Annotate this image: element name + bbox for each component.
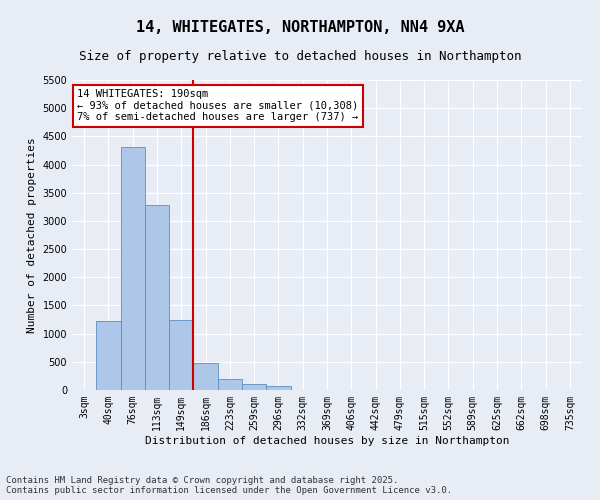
Bar: [121, 146, 145, 390]
Text: Size of property relative to detached houses in Northampton: Size of property relative to detached ho…: [79, 50, 521, 63]
Bar: [242, 384, 266, 390]
Bar: [169, 320, 193, 390]
X-axis label: Distribution of detached houses by size in Northampton: Distribution of detached houses by size …: [145, 436, 509, 446]
Y-axis label: Number of detached properties: Number of detached properties: [27, 137, 37, 333]
Text: 14, WHITEGATES, NORTHAMPTON, NN4 9XA: 14, WHITEGATES, NORTHAMPTON, NN4 9XA: [136, 20, 464, 35]
Text: 14 WHITEGATES: 190sqm
← 93% of detached houses are smaller (10,308)
7% of semi-d: 14 WHITEGATES: 190sqm ← 93% of detached …: [77, 90, 358, 122]
Bar: [218, 378, 242, 390]
Text: Contains HM Land Registry data © Crown copyright and database right 2025.
Contai: Contains HM Land Registry data © Crown c…: [6, 476, 452, 495]
Bar: [96, 321, 121, 390]
Bar: [266, 386, 290, 390]
Bar: [193, 363, 218, 390]
Bar: [145, 205, 169, 390]
